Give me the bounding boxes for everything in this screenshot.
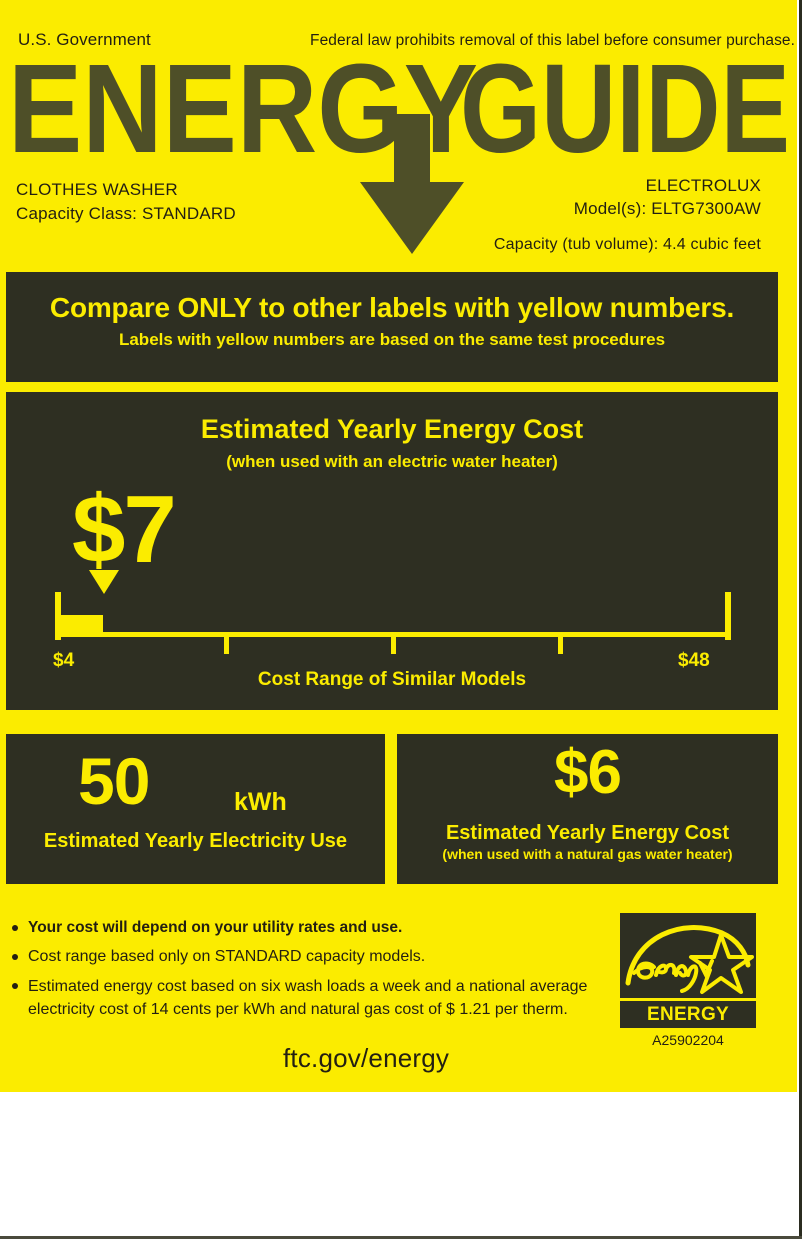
footnote-text: Cost range based only on STANDARD capaci… — [28, 947, 426, 965]
capacity-class-label: Capacity Class: STANDARD — [16, 204, 236, 223]
cost-range-caption: Cost Range of Similar Models — [257, 669, 527, 690]
page-bottom-edge — [0, 1236, 802, 1239]
cost-position-marker-triangle-icon — [89, 570, 119, 594]
energy-star-mark-icon — [620, 913, 756, 998]
energy-star-id: A25902204 — [652, 1032, 724, 1048]
footnote-item: Estimated energy cost based on six wash … — [10, 976, 606, 1021]
cost-position-marker-bar — [55, 615, 103, 635]
estimated-yearly-energy-cost-panel: Estimated Yearly Energy Cost (when used … — [6, 392, 778, 710]
electricity-use-value: 50 — [78, 744, 150, 818]
cost-range-min-label: $4 — [53, 650, 75, 671]
model-label: Model(s): ELTG7300AW — [573, 199, 761, 218]
down-arrow-icon — [360, 114, 464, 254]
footnote-text: Your cost will depend on your utility ra… — [28, 919, 403, 936]
cost-panel-subtitle: (when used with an electric water heater… — [226, 452, 558, 471]
cost-range-scale: $4 $48 Cost Range of Similar Models — [6, 392, 778, 710]
page-right-edge — [799, 0, 802, 1239]
compare-banner: Compare ONLY to other labels with yellow… — [6, 272, 778, 382]
gas-cost-caption: Estimated Yearly Energy Cost — [445, 822, 730, 844]
bullet-icon — [12, 983, 18, 990]
footnote-item: Cost range based only on STANDARD capaci… — [10, 947, 606, 967]
energyguide-wordmark: ENERGY GUIDE — [8, 54, 788, 254]
product-type-label: CLOTHES WASHER — [16, 180, 178, 199]
cost-panel-title: Estimated Yearly Energy Cost — [200, 414, 584, 444]
ftc-website-link[interactable]: ftc.gov/energy — [283, 1043, 450, 1073]
energyguide-label: U.S. Government Federal law prohibits re… — [0, 0, 797, 1092]
gas-cost-value: $6 — [554, 738, 622, 807]
energy-star-name: ENERGY STAR — [620, 1001, 756, 1052]
scale-tick-3 — [558, 632, 563, 654]
natural-gas-energy-cost-panel: $6 Estimated Yearly Energy Cost (when us… — [397, 734, 778, 884]
legal-notice-text: Federal law prohibits removal of this la… — [310, 32, 796, 49]
footnote-list: Your cost will depend on your utility ra… — [10, 918, 606, 1031]
scale-tick-1 — [224, 632, 229, 654]
cost-range-max-label: $48 — [678, 650, 710, 671]
wordmark-guide-text: GUIDE — [460, 54, 788, 166]
scale-tick-2 — [391, 632, 396, 654]
electricity-use-caption: Estimated Yearly Electricity Use — [43, 830, 348, 852]
compare-subhead: Labels with yellow numbers are based on … — [118, 330, 666, 349]
bullet-icon — [12, 925, 18, 931]
gas-cost-subcaption: (when used with a natural gas water heat… — [442, 846, 733, 862]
estimated-yearly-electricity-use-panel: 50 kWh Estimated Yearly Electricity Use — [6, 734, 385, 884]
compare-headline: Compare ONLY to other labels with yellow… — [49, 292, 735, 323]
footnote-text: Estimated energy cost based on six wash … — [28, 978, 588, 1019]
energy-star-logo: ENERGY STAR A25902204 — [620, 913, 756, 1052]
brand-label: ELECTROLUX — [645, 176, 761, 195]
bullet-icon — [12, 953, 18, 960]
footnote-item: Your cost will depend on your utility ra… — [10, 918, 606, 938]
issuer-text: U.S. Government — [18, 30, 151, 49]
electricity-use-unit: kWh — [234, 788, 287, 816]
estimated-yearly-cost-value: $7 — [72, 476, 177, 583]
scale-right-endcap — [725, 592, 731, 640]
tub-volume-label: Capacity (tub volume): 4.4 cubic feet — [493, 236, 761, 253]
